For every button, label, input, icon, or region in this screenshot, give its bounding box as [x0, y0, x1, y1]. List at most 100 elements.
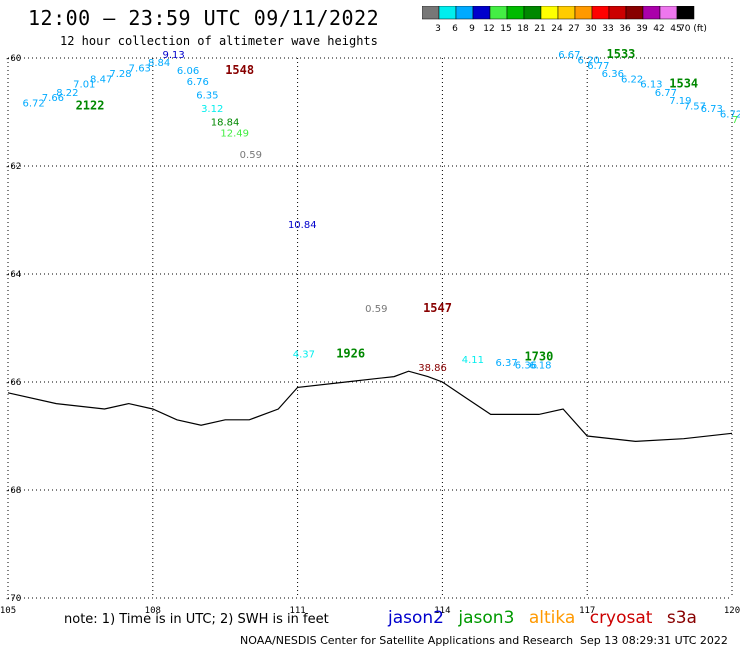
colorbar-label: 9 — [469, 24, 475, 34]
colorbar-label: 70 (ft) — [679, 24, 707, 34]
track-time-label: 1534 — [669, 77, 698, 91]
wave-height-value: 6.35 — [196, 91, 218, 102]
wave-height-value: 6.13 — [640, 80, 662, 91]
colorbar-swatch — [422, 6, 440, 20]
colorbar-swatch — [676, 6, 695, 20]
wave-height-value: 6.18 — [529, 361, 551, 372]
track-time-labels: 2122 1548 1926 1547 1730 1533 1534 — [76, 47, 699, 363]
satellite-legend: jason2 jason3 altika cryosat s3a — [388, 608, 706, 628]
y-tick-label: -64 — [5, 270, 21, 280]
track-time-label: 1548 — [225, 63, 254, 77]
wave-height-value: 6.77 — [655, 88, 677, 99]
colorbar-swatch — [642, 6, 661, 20]
x-tick-label: 114 — [434, 606, 450, 616]
wave-height-value: 6.22 — [621, 74, 643, 85]
colorbar-swatch — [523, 6, 542, 20]
credit-timestamp: Sep 13 08:29:31 UTC 2022 — [580, 634, 728, 647]
colorbar-label: 18 — [517, 24, 529, 34]
colorbar-label: 21 — [534, 24, 545, 34]
wave-height-value: 7.63 — [129, 64, 151, 75]
chart-subtitle: 12 hour collection of altimeter wave hei… — [60, 34, 378, 48]
wave-height-value: 8.22 — [56, 88, 78, 99]
wave-height-value: 7 — [732, 115, 738, 126]
colorbar-swatch — [557, 6, 576, 20]
y-tick-label: -62 — [5, 162, 21, 172]
colorbar-swatch — [489, 6, 508, 20]
colorbar-label: 24 — [551, 24, 563, 34]
wave-height-value: 6.36 — [602, 69, 624, 80]
x-tick-label: 108 — [145, 606, 161, 616]
colorbar-label: 39 — [636, 24, 648, 34]
colorbar-label: 15 — [500, 24, 511, 34]
x-tick-label: 117 — [579, 606, 595, 616]
y-tick-label: -60 — [5, 54, 21, 64]
wave-height-value: 6.37 — [495, 358, 517, 369]
axis-tick-labels: 105 108 111 114 117 120 -60 -62 -64 -66 -68 -70 — [0, 54, 740, 616]
wave-height-value: 0.59 — [240, 150, 262, 161]
wave-height-value: 7.01 — [73, 80, 95, 91]
sat-s3a: s3a — [666, 608, 697, 628]
wave-height-value: 9.13 — [162, 50, 184, 61]
coastline — [7, 370, 733, 443]
coastline-path — [7, 370, 733, 443]
colorbar-swatch — [455, 6, 474, 20]
wave-height-value: 18.84 — [211, 118, 240, 129]
wave-height-value: 6.73 — [701, 104, 723, 115]
wave-height-value: 0.59 — [365, 304, 387, 315]
track-time-label: 2122 — [76, 98, 105, 112]
wave-height-value: 7.28 — [109, 69, 131, 80]
wave-height-value: 6.36 — [515, 361, 537, 372]
colorbar-swatch — [506, 6, 525, 20]
wave-height-value: 6.06 — [177, 66, 199, 77]
colorbar-label: 12 — [483, 24, 494, 34]
note-text: note: 1) Time is in UTC; 2) SWH is in fe… — [64, 612, 329, 627]
colorbar-label: 42 — [653, 24, 664, 34]
x-tick-label: 111 — [289, 606, 305, 616]
y-tick-label: -66 — [5, 378, 21, 388]
wave-height-value: 7.66 — [42, 93, 64, 104]
sat-altika: altika — [528, 608, 576, 628]
colorbar-swatch — [574, 6, 593, 20]
sat-cryosat: cryosat — [589, 608, 653, 628]
colorbar-swatch — [625, 6, 644, 20]
wave-height-labels: 6.727.668.227.018.477.287.638.849.136.06… — [22, 50, 740, 374]
track-time-label: 1547 — [423, 301, 452, 315]
grid-lines — [7, 57, 733, 599]
wave-height-value: 12.49 — [220, 128, 249, 139]
colorbar-label: 33 — [602, 24, 613, 34]
colorbar-label: 6 — [452, 24, 458, 34]
track-time-label: 1533 — [607, 47, 636, 61]
sat-jason2: jason2 — [388, 608, 444, 628]
colorbar-label: 36 — [619, 24, 631, 34]
wave-height-value: 6.72 — [22, 99, 44, 110]
wave-height-value: 6.72 — [720, 109, 740, 120]
wave-height-value: 4.37 — [293, 350, 315, 361]
colorbar-swatch — [472, 6, 491, 20]
chart-title: 12:00 – 23:59 UTC 09/11/2022 — [28, 6, 380, 30]
colorbar-label: 45 — [670, 24, 681, 34]
credit-text: NOAA/NESDIS Center for Satellite Applica… — [240, 634, 574, 647]
wave-height-value: 8.47 — [90, 74, 112, 85]
wave-height-value: 7.57 — [684, 101, 706, 112]
wave-height-value: 4.11 — [462, 355, 484, 366]
colorbar-label: 3 — [435, 24, 441, 34]
wave-height-value: 6.20 — [578, 55, 600, 66]
track-time-label: 1730 — [524, 349, 553, 363]
x-tick-label: 120 — [724, 606, 740, 616]
wave-height-value: 6.67 — [558, 50, 580, 61]
wave-height-value: 10.84 — [288, 220, 317, 231]
colorbar-label: 27 — [568, 24, 579, 34]
y-tick-label: -68 — [5, 486, 21, 496]
y-tick-label: -70 — [5, 594, 21, 604]
colorbar-label: 30 — [585, 24, 597, 34]
wave-height-value: 8.84 — [148, 58, 170, 69]
colorbar-swatch — [540, 6, 559, 20]
wave-height-value: 7.19 — [669, 96, 691, 107]
colorbar-swatch — [659, 6, 678, 20]
wave-height-value: 6.76 — [187, 77, 209, 88]
colorbar-swatch — [438, 6, 457, 20]
wave-height-value: 3.12 — [201, 104, 223, 115]
colorbar-swatch — [608, 6, 627, 20]
